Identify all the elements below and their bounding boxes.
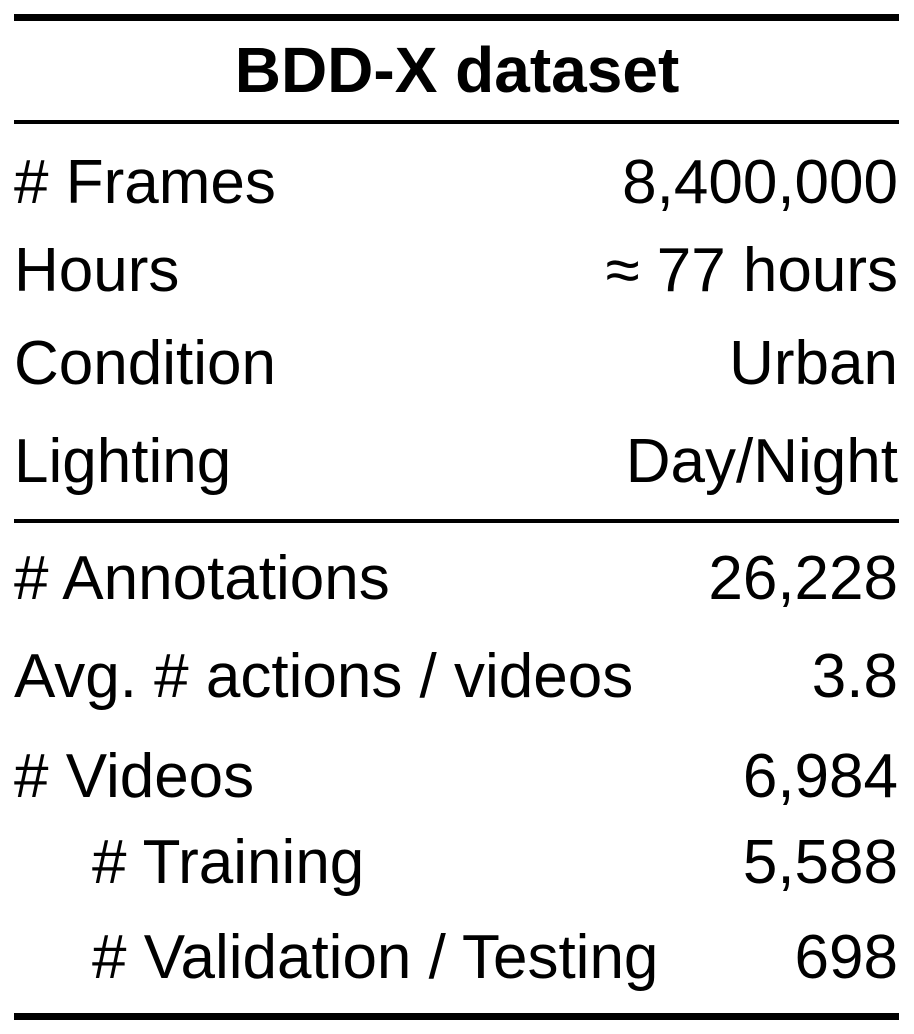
bottom-rule [14,1013,899,1020]
row-label-lighting: Lighting [14,427,232,496]
row-value-videos: 6,984 [742,742,898,811]
top-rule [14,14,899,21]
row-label-avg-actions: Avg. # actions / videos [14,642,634,711]
row-label-validation-testing: # Validation / Testing [92,923,659,992]
row-label-training: # Training [92,828,365,897]
row-value-condition: Urban [729,329,898,398]
row-value-training: 5,588 [742,828,898,897]
header-rule [14,120,899,124]
row-label-condition: Condition [14,329,276,398]
row-value-validation-testing: 698 [794,923,898,992]
row-value-annotations: 26,228 [708,544,898,613]
table-title: BDD-X dataset [234,34,680,106]
section-rule [14,519,899,523]
row-value-avg-actions: 3.8 [811,642,898,711]
row-label-videos: # Videos [14,742,255,811]
row-value-frames: 8,400,000 [622,148,898,217]
row-value-lighting: Day/Night [625,427,898,496]
row-label-annotations: # Annotations [14,544,390,613]
row-value-hours: ≈ 77 hours [605,236,898,305]
row-label-frames: # Frames [14,148,276,217]
row-label-hours: Hours [14,236,180,305]
